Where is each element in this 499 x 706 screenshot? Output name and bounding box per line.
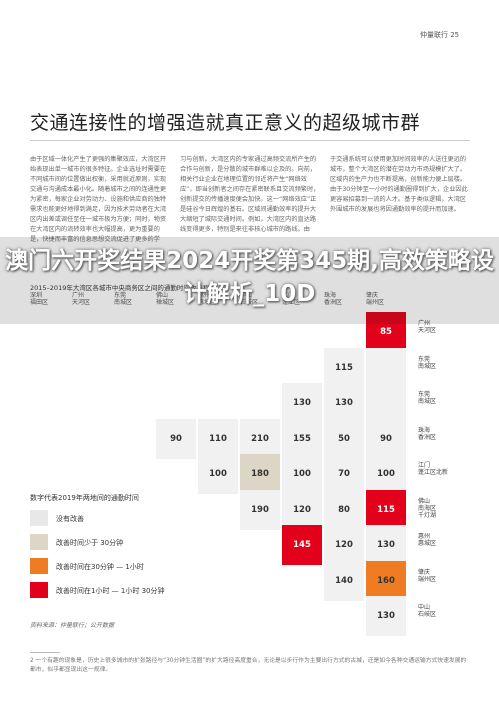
matrix-cell: 115 (366, 489, 406, 530)
title-divider (30, 140, 470, 141)
column-header: 珠海 香洲区 (324, 292, 343, 306)
matrix-cell: 160 (366, 560, 406, 601)
matrix-cell: 140 (324, 560, 364, 601)
column-header: 深圳 福田区 (30, 292, 49, 306)
row-label: 中山 石岐区 (418, 604, 437, 618)
column-header: 肇庆 端州区 (366, 292, 385, 306)
matrix-cell: 130 (282, 383, 322, 423)
matrix-cell: 100 (282, 454, 322, 494)
chart-title: 2015–2019年大湾区各城市中央商务区之间的通勤时间改善程度 (30, 284, 216, 292)
footnote-divider (30, 652, 60, 653)
matrix-cell: 130 (366, 596, 406, 636)
matrix-cell: 190 (240, 489, 280, 530)
legend-swatch (30, 510, 48, 526)
column-header: 佛山 禅城区 (156, 292, 175, 306)
footnote: 2 一个有趣的现象是，历史上很多城市的扩张路径与“30分钟生活圈”的扩大路径高度… (30, 658, 467, 673)
matrix-cell: 110 (198, 418, 238, 459)
text-column-1: 由于区域一体化产生了更强的集聚效应，大湾区开始表现出单一城市的很多特征。企业选址… (30, 156, 167, 243)
matrix-cell: 120 (324, 525, 364, 565)
legend-label: 改善时间在1小时 — 1小时 30分钟 (56, 587, 165, 595)
overlay-banner-bg (0, 237, 499, 324)
row-label: 江门 蓬江区北新 (418, 462, 449, 476)
matrix-cell: 130 (366, 525, 406, 565)
matrix-cell: 90 (366, 418, 406, 459)
matrix-cell: 50 (324, 418, 364, 459)
legend-label: 没有改善 (56, 515, 84, 523)
row-label: 惠州 惠城区 (418, 533, 437, 547)
matrix-cell: 180 (240, 454, 280, 494)
matrix-cell (366, 347, 406, 388)
matrix-cell: 210 (240, 418, 280, 459)
matrix-cell: 100 (366, 454, 406, 494)
column-header: 中山 石岐区 (240, 292, 259, 306)
column-header: 东莞 南城区 (114, 292, 133, 306)
legend-swatch (30, 558, 48, 574)
row-label: 东莞 南城区 (418, 355, 437, 370)
matrix-cell: 100 (198, 454, 238, 494)
column-header: 江门 蓬江区 (282, 292, 301, 306)
matrix-cell: 145 (282, 525, 322, 565)
page-title: 交通连接性的增强造就真正意义的超级城市群 (30, 112, 421, 134)
matrix-cell: 90 (156, 418, 196, 459)
legend-swatch (30, 582, 48, 598)
legend-label: 改善时间少于 30分钟 (56, 539, 124, 547)
row-label: 东莞 南城区 (418, 391, 437, 405)
row-label: 佛山 南海区 千灯湖 (418, 497, 437, 519)
source-note: 资料来源：仲量联行；公开数据 (30, 622, 115, 629)
column-header: 惠州 惠城区 (198, 292, 217, 306)
matrix-cell: 155 (282, 418, 322, 459)
legend-title: 数字代表2019年两地间的通勤时间 (30, 494, 139, 502)
matrix-cell: 80 (324, 489, 364, 530)
legend-label: 改善时间在30分钟 — 1小时 (56, 563, 144, 571)
row-label: 广州 天河区 (418, 320, 437, 334)
row-label: 肇庆 端州区 (418, 568, 437, 583)
matrix-cell: 115 (324, 347, 364, 388)
matrix-cell: 130 (324, 383, 364, 423)
matrix-cell (366, 383, 406, 423)
page-header: 仲量联行 25 (420, 31, 460, 39)
text-column-3: 于交通系统可以使用更加时间效率的人送往更远的城市，整个大湾区的潜在劳动力市场规模… (330, 156, 468, 213)
matrix-cell: 85 (366, 312, 406, 352)
matrix-cell: 70 (324, 454, 364, 494)
column-header: 广州 天河区 (72, 292, 91, 306)
overlay-banner: 澳门六开奖结果2024开奖第345期,高效策略设计解析_10D (5, 248, 494, 307)
matrix-cell: 120 (282, 489, 322, 530)
row-label: 珠海 香洲区 (418, 426, 437, 441)
text-column-2: 习与创新。大湾区内的专家通过高频交流所产生的合作与创新，是分散的城市群难以企及的… (180, 156, 320, 233)
legend-swatch (30, 534, 48, 550)
